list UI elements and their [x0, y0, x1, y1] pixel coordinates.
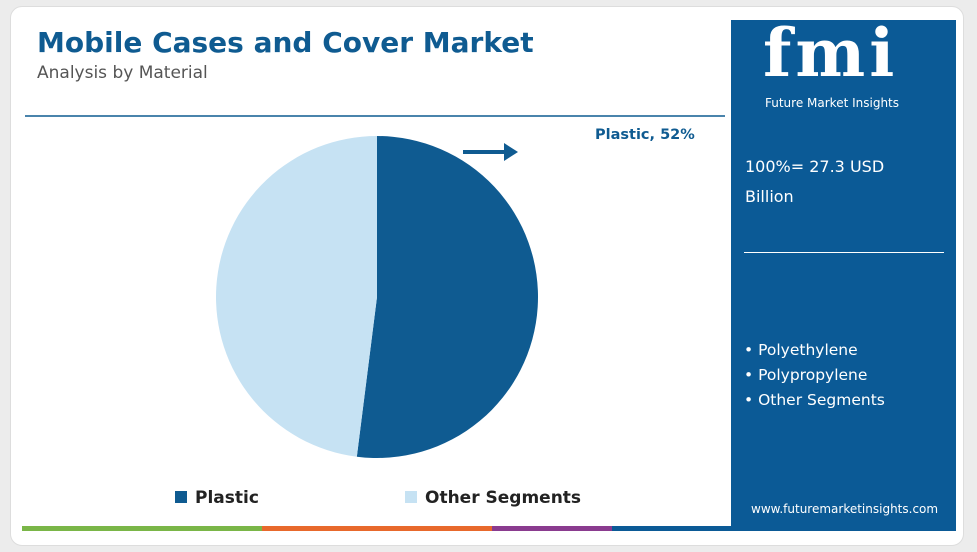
panel-divider	[744, 252, 944, 253]
item-text: Polyethylene	[758, 341, 858, 359]
strip	[612, 526, 731, 531]
pie-slice	[356, 136, 539, 459]
item-text: Polypropylene	[758, 366, 868, 384]
legend-swatch	[405, 491, 417, 503]
item: • Polypropylene	[744, 363, 885, 388]
total: 100%= 27.3 USD Billion	[745, 157, 885, 206]
pie-slice	[215, 136, 377, 457]
item-list: • Polyethylene • Polypropylene • Other Seg…	[744, 338, 885, 413]
legend-label: Plastic	[195, 488, 259, 508]
strip	[492, 526, 612, 531]
strip	[22, 526, 262, 531]
arrow-head	[504, 143, 518, 161]
website: www.futuremarketinsights.com	[751, 502, 939, 516]
chart-title: Mobile Cases and Cover Market	[37, 26, 534, 59]
side-panel: fmi Future Market Insights 100%= 27.3 US…	[731, 14, 956, 531]
bullet: •	[744, 366, 759, 384]
bullet: •	[744, 391, 759, 409]
legend-label: Other Segments	[425, 488, 581, 508]
item: • Other Segments	[744, 388, 885, 413]
logo: fmi	[763, 14, 899, 92]
item-text: Other Segments	[758, 391, 885, 409]
item: • Polyethylene	[744, 338, 885, 363]
legend-swatch	[175, 491, 187, 503]
strip	[262, 526, 492, 531]
logo-tagline: Future Market Insights	[765, 96, 900, 110]
value-label: Plastic, 52%	[595, 127, 695, 143]
chart-subtitle: Analysis by Material	[37, 63, 208, 83]
bullet: •	[744, 341, 759, 359]
